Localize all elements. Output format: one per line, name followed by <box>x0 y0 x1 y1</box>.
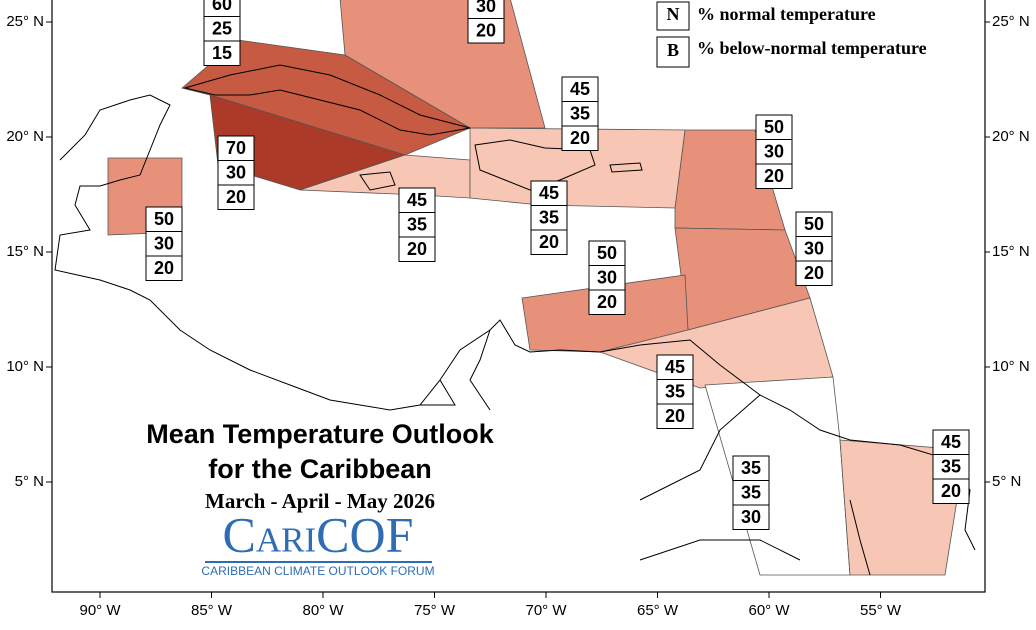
probability-value: 20 <box>597 292 617 312</box>
probability-value: 30 <box>741 507 761 527</box>
lat-label: 10° N <box>992 358 1030 375</box>
lat-label: 15° N <box>6 243 44 260</box>
coastlines <box>54 64 976 576</box>
probability-box <box>656 354 694 429</box>
probability-box <box>530 180 568 255</box>
lon-label: 70° W <box>525 602 567 619</box>
probability-box <box>145 206 183 281</box>
probability-box <box>467 0 505 44</box>
probability-value: 30 <box>764 142 784 162</box>
lon-label: 55° W <box>860 602 902 619</box>
lon-label: 80° W <box>302 602 344 619</box>
lon-label: 75° W <box>414 602 456 619</box>
probability-box <box>203 0 241 66</box>
legend-key-box <box>656 1 690 31</box>
probability-value: 50 <box>154 209 174 229</box>
title-line: Mean Temperature Outlook <box>146 419 495 449</box>
legend-key-box <box>656 36 690 68</box>
probability-value: 20 <box>570 128 590 148</box>
probability-value: 20 <box>154 258 174 278</box>
probability-value: 30 <box>476 0 496 16</box>
logo-name: CariCOF <box>223 506 414 562</box>
probability-value: 25 <box>212 19 232 39</box>
axis-labels: 25° N 25° N 20° N 20° N 15° N 15° N 10° N 10° N… <box>6 13 1029 619</box>
probability-value: 20 <box>941 481 961 501</box>
probability-value: 50 <box>764 117 784 137</box>
lon-label: 65° W <box>637 602 679 619</box>
lon-label: 60° W <box>748 602 790 619</box>
probability-value: 30 <box>154 234 174 254</box>
map-frame <box>51 0 986 593</box>
probability-value: 70 <box>226 138 246 158</box>
probability-value: 35 <box>741 483 761 503</box>
probability-value: 35 <box>570 104 590 124</box>
probability-box <box>732 455 770 530</box>
lon-label: 85° W <box>191 602 233 619</box>
probability-value: 45 <box>570 79 590 99</box>
probability-value: 20 <box>539 232 559 252</box>
probability-boxes: 60 25 15 30 20 70 30 20 45 35 20 50 30 20 50 30 20 45 35 20… <box>145 0 970 530</box>
lat-label: 25° N <box>992 13 1030 30</box>
probability-value: 45 <box>407 190 427 210</box>
lat-label: 5° N <box>15 473 44 490</box>
probability-box <box>932 429 970 504</box>
probability-value: 20 <box>804 263 824 283</box>
lat-label: 5° N <box>992 473 1021 490</box>
probability-box <box>398 187 436 262</box>
probability-value: 60 <box>212 0 232 14</box>
probability-value: 50 <box>804 214 824 234</box>
probability-value: 35 <box>741 458 761 478</box>
logo-tagline: CARIBBEAN CLIMATE OUTLOOK FORUM <box>201 564 434 578</box>
lat-label: 10° N <box>6 358 44 375</box>
legend-key: N <box>667 4 680 24</box>
probability-value: 45 <box>539 183 559 203</box>
probability-box <box>588 240 626 315</box>
probability-value: 30 <box>804 239 824 259</box>
probability-value: 45 <box>941 432 961 452</box>
lon-label: 90° W <box>79 602 121 619</box>
legend: N B % normal temperature % below-normal … <box>656 1 927 68</box>
probability-value: 15 <box>212 43 232 63</box>
probability-value: 35 <box>407 215 427 235</box>
probability-value: 35 <box>539 208 559 228</box>
title-line: for the Caribbean <box>208 454 432 484</box>
lat-label: 25° N <box>6 13 44 30</box>
probability-value: 35 <box>665 382 685 402</box>
probability-value: 20 <box>407 239 427 259</box>
probability-box <box>561 76 599 151</box>
probability-value: 20 <box>665 406 685 426</box>
probability-value: 50 <box>597 243 617 263</box>
legend-label: % normal temperature <box>697 4 876 24</box>
probability-box <box>795 211 833 286</box>
lat-label: 15° N <box>992 243 1030 260</box>
legend-key: B <box>667 40 679 60</box>
probability-value: 20 <box>476 21 496 41</box>
probability-value: 30 <box>226 163 246 183</box>
probability-box <box>755 114 793 189</box>
period: March - April - May 2026 <box>205 489 435 513</box>
lat-label: 20° N <box>6 128 44 145</box>
probability-value: 20 <box>764 166 784 186</box>
legend-label: % below-normal temperature <box>697 38 927 58</box>
probability-value: 30 <box>597 268 617 288</box>
probability-value: 45 <box>665 357 685 377</box>
probability-value: 35 <box>941 457 961 477</box>
lat-label: 20° N <box>992 128 1030 145</box>
probability-value: 20 <box>226 187 246 207</box>
probability-box <box>217 135 255 210</box>
